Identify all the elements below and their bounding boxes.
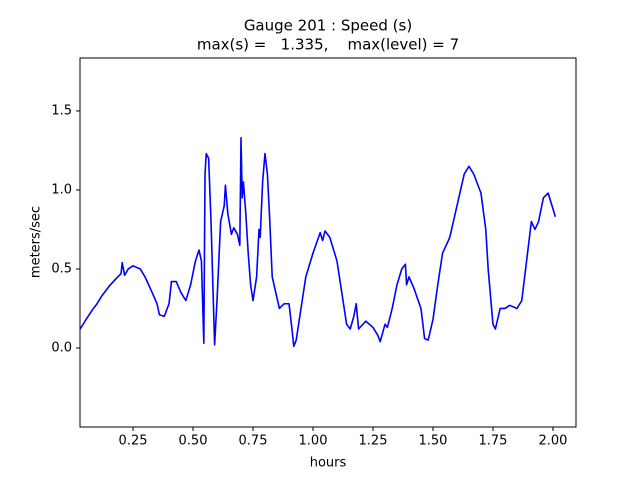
- chart-title: Gauge 201 : Speed (s): [244, 17, 412, 35]
- x-axis-label: hours: [310, 456, 347, 471]
- y-tick-label: 1.5: [51, 103, 72, 118]
- x-tick-label: 1.25: [359, 434, 388, 449]
- chart-subtitle: max(s) = 1.335, max(level) = 7: [197, 36, 459, 54]
- x-tick-label: 1.50: [419, 434, 448, 449]
- y-tick-label: 0.5: [51, 261, 72, 276]
- y-tick-label: 1.0: [51, 182, 72, 197]
- x-tick-label: 0.50: [179, 434, 208, 449]
- x-tick-label: 0.25: [119, 434, 148, 449]
- x-tick-label: 1.75: [478, 434, 507, 449]
- plot-frame: [79, 57, 577, 428]
- x-tick-label: 1.00: [299, 434, 328, 449]
- y-axis-label: meters/sec: [29, 206, 44, 278]
- data-line: [79, 137, 557, 348]
- x-tick-label: 0.75: [239, 434, 268, 449]
- x-tick-label: 2.00: [538, 434, 567, 449]
- y-tick-label: 0.0: [51, 340, 72, 355]
